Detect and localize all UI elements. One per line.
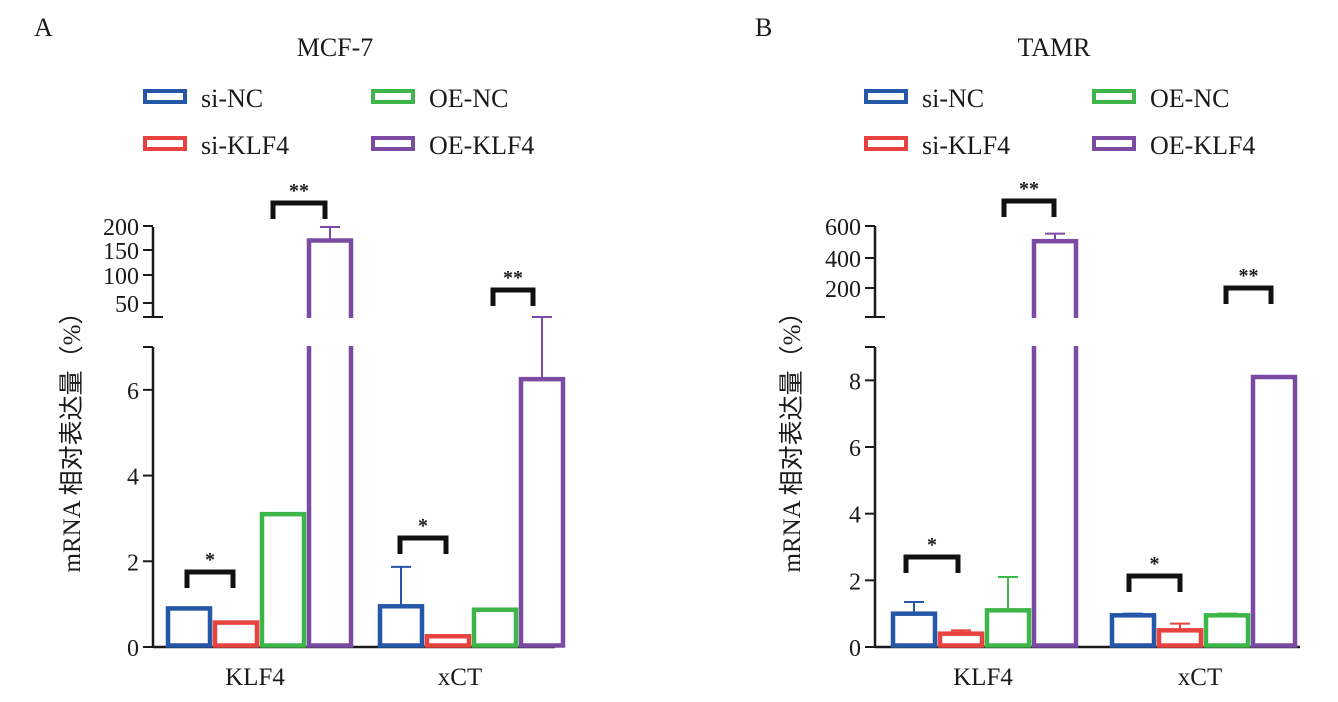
significance-bracket-a — [490, 287, 536, 306]
legend-label-b: OE-NC — [1150, 84, 1229, 113]
y-tick-upper-label-a: 150 — [103, 239, 139, 265]
x-tick-label-a: KLF4 — [225, 664, 285, 691]
y-tick-label-a: 4 — [127, 465, 139, 491]
y-axis-label-a: mRNA 相对表达量（%） — [58, 300, 86, 573]
significance-label-a: * — [418, 515, 428, 537]
legend-swatch-b — [1092, 136, 1136, 151]
significance-bracket-b — [1223, 285, 1274, 304]
significance-label-a: ** — [503, 267, 523, 289]
legend-label-a: si-NC — [201, 84, 263, 113]
y-tick-upper-label-a: 200 — [103, 215, 139, 241]
significance-label-a: * — [205, 549, 215, 571]
y-tick-upper-label-b: 400 — [825, 247, 861, 273]
bar-a — [259, 511, 307, 648]
y-tick-upper-label-b: 200 — [825, 277, 861, 303]
legend-label-b: si-NC — [922, 84, 984, 113]
significance-bracket-a — [397, 535, 449, 554]
x-tick-label-b: xCT — [1178, 664, 1222, 691]
significance-label-b: ** — [1019, 178, 1039, 200]
bar-a — [212, 620, 260, 648]
significance-bracket-a — [184, 569, 236, 588]
legend-swatch-b — [864, 89, 908, 104]
legend-label-a: OE-NC — [429, 84, 508, 113]
legend-swatch-a — [143, 89, 187, 104]
bar-a — [306, 238, 354, 648]
significance-bracket-b — [1126, 573, 1183, 592]
legend-label-a: OE-KLF4 — [429, 131, 534, 160]
significance-bracket-b — [903, 554, 961, 573]
bar-b — [937, 631, 985, 648]
y-tick-upper-label-a: 50 — [115, 292, 139, 318]
y-tick-upper-label-b: 600 — [825, 215, 861, 241]
bar-b — [1250, 374, 1298, 648]
significance-bracket-a — [270, 200, 328, 219]
y-tick-label-a: 2 — [127, 550, 139, 576]
bar-break-mask-b — [1030, 318, 1080, 346]
panel-letter-a: A — [34, 13, 53, 42]
x-tick-label-b: KLF4 — [953, 664, 1013, 691]
bar-b — [1156, 628, 1204, 648]
legend-swatch-b — [864, 136, 908, 151]
bar-a — [471, 607, 519, 648]
bar-b — [1109, 613, 1157, 648]
legend-label-b: OE-KLF4 — [1150, 131, 1255, 160]
bar-b — [1031, 238, 1079, 648]
x-tick-label-a: xCT — [438, 664, 482, 691]
y-tick-label-a: 6 — [127, 379, 139, 405]
y-tick-upper-label-a: 100 — [103, 264, 139, 290]
y-tick-label-b: 0 — [849, 636, 861, 662]
y-axis-label-b: mRNA 相对表达量（%） — [778, 300, 806, 573]
panel-letter-b: B — [755, 13, 772, 42]
bar-a — [377, 604, 425, 648]
chart-title-b: TAMR — [1017, 33, 1091, 62]
significance-label-b: ** — [1239, 265, 1259, 287]
y-tick-label-b: 6 — [849, 436, 861, 462]
legend-label-b: si-KLF4 — [922, 131, 1010, 160]
legend-swatch-b — [1092, 89, 1136, 104]
bar-b — [890, 611, 938, 648]
bar-a — [165, 606, 213, 648]
bar-a — [518, 376, 566, 648]
legend-label-a: si-KLF4 — [201, 131, 289, 160]
bar-break-mask-a — [305, 318, 355, 346]
y-tick-label-b: 4 — [849, 503, 861, 529]
chart-title-a: MCF-7 — [297, 33, 374, 62]
bar-b — [984, 608, 1032, 648]
significance-label-b: * — [1150, 553, 1160, 575]
bar-a — [424, 634, 472, 648]
y-tick-label-b: 8 — [849, 369, 861, 395]
legend-swatch-a — [143, 136, 187, 151]
y-tick-label-a: 0 — [127, 636, 139, 662]
y-tick-label-b: 2 — [849, 569, 861, 595]
legend-swatch-a — [371, 136, 415, 151]
legend-swatch-a — [371, 89, 415, 104]
significance-bracket-b — [1001, 198, 1057, 217]
significance-label-a: ** — [289, 180, 309, 202]
bar-b — [1203, 613, 1251, 648]
significance-label-b: * — [927, 534, 937, 556]
